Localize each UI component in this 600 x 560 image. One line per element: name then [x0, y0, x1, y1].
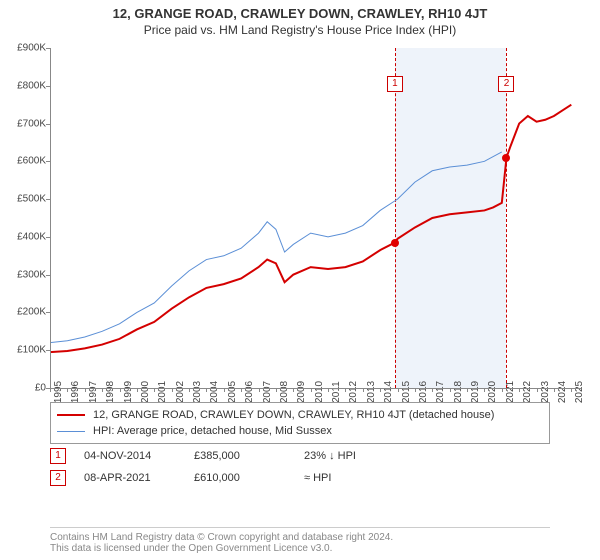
- sale-marker-1: 1: [50, 448, 66, 464]
- legend-swatch-hpi: [57, 431, 85, 432]
- ytick-label: £200K: [17, 307, 46, 318]
- plot-frame: [50, 48, 581, 389]
- legend-row-property: 12, GRANGE ROAD, CRAWLEY DOWN, CRAWLEY, …: [57, 407, 543, 423]
- legend-swatch-property: [57, 414, 85, 416]
- sale-delta-2: ≈ HPI: [304, 472, 394, 484]
- sale-marker-2: 2: [50, 470, 66, 486]
- legend: 12, GRANGE ROAD, CRAWLEY DOWN, CRAWLEY, …: [50, 402, 550, 444]
- sale-price-1: £385,000: [194, 450, 304, 462]
- sale-row-1: 1 04-NOV-2014 £385,000 23% ↓ HPI: [50, 448, 394, 464]
- footer: Contains HM Land Registry data © Crown c…: [50, 527, 550, 554]
- sale-row-2: 2 08-APR-2021 £610,000 ≈ HPI: [50, 470, 394, 486]
- page-title: 12, GRANGE ROAD, CRAWLEY DOWN, CRAWLEY, …: [0, 0, 600, 21]
- ytick-label: £900K: [17, 43, 46, 54]
- footer-line-2: This data is licensed under the Open Gov…: [50, 543, 550, 554]
- sale-dot-1: [391, 239, 399, 247]
- page-subtitle: Price paid vs. HM Land Registry's House …: [0, 21, 600, 37]
- ytick-label: £500K: [17, 194, 46, 205]
- ytick-label: £300K: [17, 269, 46, 280]
- ytick-label: £700K: [17, 118, 46, 129]
- ytick-label: £600K: [17, 156, 46, 167]
- ytick-label: £0: [35, 383, 46, 394]
- sale-dot-2: [502, 154, 510, 162]
- sale-price-2: £610,000: [194, 472, 304, 484]
- sale-date-2: 08-APR-2021: [84, 472, 194, 484]
- ytick-label: £100K: [17, 345, 46, 356]
- legend-label-hpi: HPI: Average price, detached house, Mid …: [93, 425, 332, 437]
- footer-line-1: Contains HM Land Registry data © Crown c…: [50, 532, 550, 543]
- legend-row-hpi: HPI: Average price, detached house, Mid …: [57, 423, 543, 439]
- ytick-label: £800K: [17, 80, 46, 91]
- legend-label-property: 12, GRANGE ROAD, CRAWLEY DOWN, CRAWLEY, …: [93, 409, 494, 421]
- sale-delta-1: 23% ↓ HPI: [304, 450, 394, 462]
- chart-area: £0£100K£200K£300K£400K£500K£600K£700K£80…: [50, 48, 580, 388]
- sale-date-1: 04-NOV-2014: [84, 450, 194, 462]
- ytick-label: £400K: [17, 231, 46, 242]
